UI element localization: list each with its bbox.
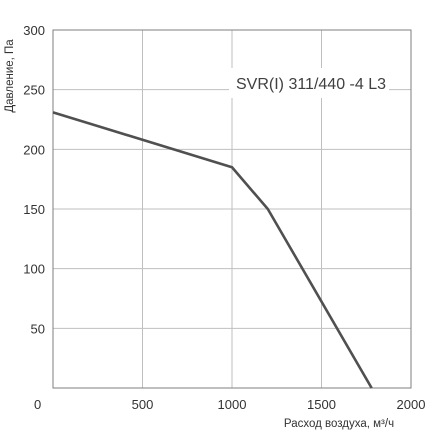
x-axis-tick-labels: 0 500 1000 1500 2000: [34, 397, 425, 412]
plot-frame: [52, 29, 412, 389]
series-label-background: [229, 68, 389, 98]
x-tick-label: 1000: [218, 397, 247, 412]
y-tick-label: 100: [23, 262, 45, 277]
y-tick-label: 300: [23, 23, 45, 38]
series-label: SVR(I) 311/440 -4 L3: [236, 76, 386, 93]
series-label-layer: SVR(I) 311/440 -4 L3: [229, 68, 389, 98]
series-layer: [52, 111, 373, 389]
series-line: [52, 111, 373, 389]
x-tick-label: 2000: [397, 397, 426, 412]
x-tick-label: 500: [132, 397, 154, 412]
y-tick-label: 200: [23, 142, 45, 157]
y-tick-label: 50: [31, 321, 45, 336]
y-tick-label: 250: [23, 83, 45, 98]
y-axis-title: Давление, Па: [4, 39, 16, 113]
y-axis-tick-labels: 50 100 150 200 250 300: [23, 23, 45, 336]
x-tick-label: 1500: [307, 397, 336, 412]
x-axis-title: Расход воздуха, м³/ч: [284, 418, 394, 430]
x-tick-label: 0: [34, 397, 41, 412]
y-tick-label: 150: [23, 202, 45, 217]
